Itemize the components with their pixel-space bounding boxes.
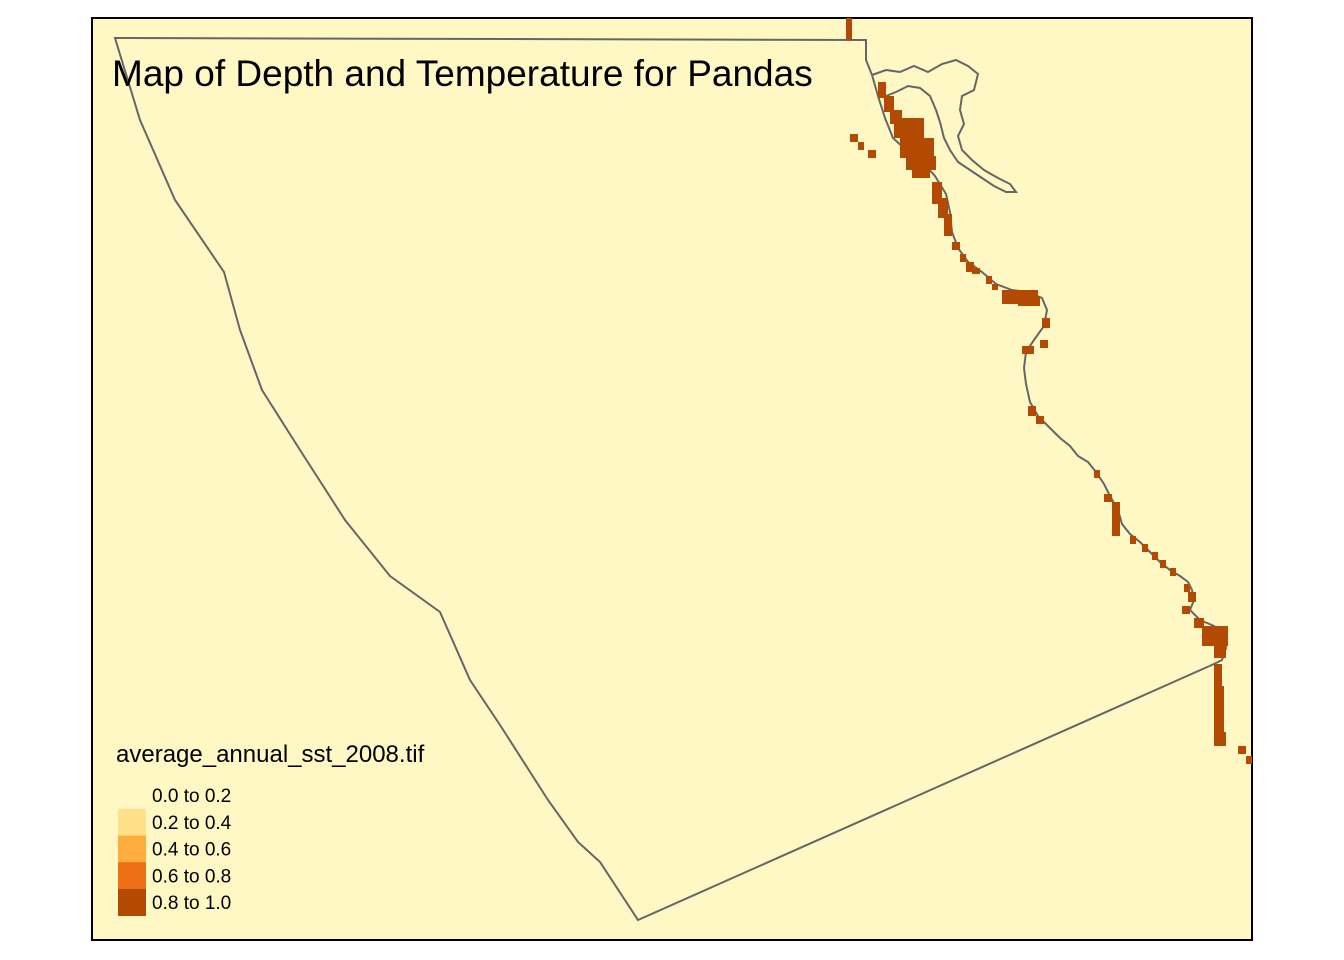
raster-cell (868, 150, 876, 158)
raster-cell (858, 142, 864, 150)
raster-cell (1028, 406, 1036, 416)
raster-cell (932, 182, 942, 204)
raster-cell (966, 262, 974, 272)
raster-cell (878, 82, 886, 98)
legend: average_annual_sst_2008.tif 0.0 to 0.2 0.… (116, 741, 425, 916)
map-panel (91, 17, 1253, 941)
bay-outline (871, 58, 1018, 193)
raster-cell (1188, 592, 1196, 602)
raster-cell (1130, 536, 1136, 544)
raster-cell (992, 284, 998, 290)
raster-cell (960, 254, 966, 262)
raster-cell (1036, 416, 1044, 424)
raster-layer (846, 18, 1252, 764)
raster-cell (1202, 626, 1228, 646)
raster-cell (884, 96, 894, 112)
legend-label: 0.2 to 0.4 (152, 813, 232, 834)
legend-swatch (118, 835, 146, 863)
legend-swatch (118, 862, 146, 890)
raster-cell (1022, 346, 1034, 354)
legend-swatch (118, 808, 146, 836)
legend-label: 0.8 to 1.0 (152, 893, 231, 914)
raster-cell (894, 118, 924, 138)
raster-cell (1246, 756, 1252, 764)
raster-cell (1182, 606, 1190, 614)
raster-cell (944, 214, 952, 236)
legend-swatch (118, 889, 146, 916)
raster-cell (1152, 552, 1158, 560)
legend-title: average_annual_sst_2008.tif (116, 741, 425, 768)
raster-cell (1104, 494, 1112, 502)
raster-cell (1214, 686, 1224, 732)
raster-cell (1214, 732, 1226, 746)
raster-cell (1112, 502, 1120, 536)
raster-cell (1214, 642, 1226, 658)
raster-cell (1042, 318, 1050, 328)
raster-cell (850, 134, 858, 142)
raster-cell (1238, 746, 1246, 754)
raster-cell (1214, 664, 1222, 686)
raster-cell (1184, 584, 1190, 592)
raster-cell (906, 156, 936, 170)
raster-cell (900, 138, 934, 158)
raster-cell (952, 242, 960, 250)
raster-cell (938, 198, 948, 218)
legend-label: 0.4 to 0.6 (152, 840, 231, 861)
raster-cell (846, 18, 852, 40)
legend-label: 0.0 to 0.2 (152, 786, 231, 807)
raster-cell (972, 268, 980, 274)
legend-swatch (118, 782, 146, 809)
raster-cell (986, 276, 992, 284)
raster-cell (1040, 340, 1048, 348)
raster-cell (1160, 560, 1166, 568)
raster-cell (912, 168, 930, 178)
raster-cell (1170, 568, 1176, 576)
legend-label: 0.6 to 0.8 (152, 866, 231, 887)
raster-cell (1094, 470, 1100, 478)
raster-cell (1018, 296, 1040, 306)
map-title: Map of Depth and Temperature for Pandas (112, 53, 813, 94)
raster-cell (1142, 544, 1148, 552)
raster-cell (1194, 618, 1204, 628)
